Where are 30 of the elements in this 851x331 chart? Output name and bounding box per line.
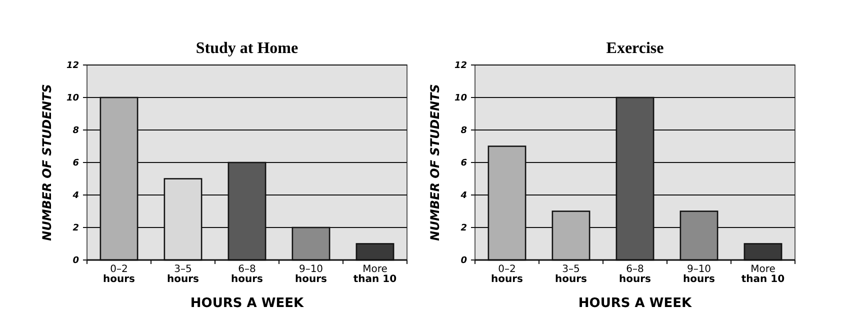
y-tick-label: 4 [72,191,79,202]
y-tick-label: 2 [460,224,467,234]
x-tick-label: More than 10 [741,264,785,285]
y-tick-label: 2 [72,224,79,234]
chart-title: Study at Home [196,40,298,57]
y-tick-label: 12 [454,61,467,72]
y-tick-label: 0 [460,256,467,266]
x-tick-label: 3–5 hours [167,264,200,285]
y-tick-label: 10 [454,94,467,104]
y-tick-label: 6 [72,158,79,169]
x-tick-label: 0–2 hours [103,264,136,285]
y-tick-label: 12 [66,61,79,72]
x-tick-label: 6–8 hours [231,264,264,285]
x-axis-title: HOURS A WEEK [190,296,304,311]
y-tick-label: 8 [72,126,79,136]
y-tick-label: 4 [460,191,467,202]
x-axis-title: HOURS A WEEK [578,296,692,311]
x-tick-label: 9–10 hours [295,264,328,285]
chart-title: Exercise [606,40,664,57]
y-tick-label: 0 [72,256,79,266]
x-tick-label: 0–2 hours [491,264,524,285]
y-axis-title: NUMBER OF STUDENTS [428,84,442,241]
y-axis-title: NUMBER OF STUDENTS [40,84,54,241]
x-tick-label: 6–8 hours [619,264,652,285]
x-tick-label: 9–10 hours [683,264,716,285]
y-tick-label: 8 [460,126,467,136]
x-tick-label: 3–5 hours [555,264,588,285]
y-tick-label: 6 [460,158,467,169]
x-tick-label: More than 10 [353,264,397,285]
y-tick-label: 10 [66,94,79,104]
